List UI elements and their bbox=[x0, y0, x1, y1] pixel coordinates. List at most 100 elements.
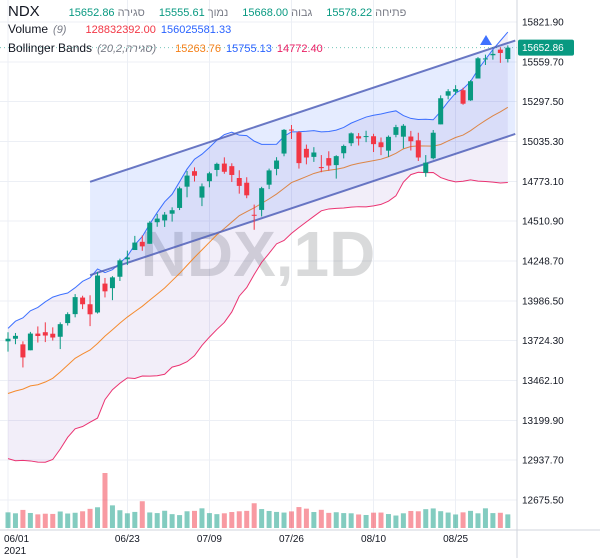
volume-bar bbox=[221, 513, 227, 528]
bollinger-bands bbox=[7, 31, 509, 463]
volume-bar bbox=[333, 512, 339, 528]
volume-bar bbox=[169, 514, 175, 528]
volume-bar bbox=[348, 513, 354, 528]
volume-value: 128832392.00 bbox=[85, 24, 156, 36]
bollinger-legend-row[interactable]: Bollinger Bands (20,2,סגירה) 15263.76 15… bbox=[8, 41, 415, 60]
volume-bar bbox=[147, 512, 153, 528]
price-tick-label: 13462.10 bbox=[522, 376, 564, 387]
candle-body bbox=[259, 188, 265, 210]
price-tick-label: 12937.70 bbox=[522, 456, 564, 467]
time-tick-label: 08/25 bbox=[443, 534, 468, 545]
volume-bar bbox=[65, 513, 71, 528]
price-tick-label: 13986.50 bbox=[522, 296, 564, 307]
volume-bar bbox=[482, 508, 488, 528]
volume-bar bbox=[124, 513, 130, 528]
candle-body bbox=[102, 283, 108, 292]
candle-body bbox=[430, 132, 436, 159]
candle-body bbox=[5, 338, 11, 342]
candle-body bbox=[65, 314, 71, 324]
volume-bar bbox=[184, 511, 190, 528]
volume-bar bbox=[251, 503, 257, 528]
low-value: 15555.61 bbox=[158, 7, 205, 19]
candle-body bbox=[109, 277, 115, 289]
candle-body bbox=[281, 129, 287, 154]
bollinger-upper-line bbox=[7, 31, 509, 329]
time-tick-label: 06/01 bbox=[4, 534, 29, 545]
candle-body bbox=[385, 136, 391, 151]
grid-lines bbox=[0, 0, 517, 530]
time-tick-label: 08/10 bbox=[361, 534, 386, 545]
drawing-marker-icon[interactable] bbox=[480, 35, 492, 45]
volume-bar bbox=[296, 507, 302, 528]
bollinger-fill bbox=[8, 32, 508, 463]
candle-body bbox=[139, 241, 145, 247]
price-axis[interactable] bbox=[517, 0, 600, 558]
time-axis[interactable] bbox=[0, 530, 600, 558]
volume-bar bbox=[5, 512, 11, 528]
volume-bar bbox=[288, 511, 294, 528]
volume-bar bbox=[303, 508, 309, 528]
volume-bar bbox=[102, 473, 108, 528]
volume-bar bbox=[453, 514, 459, 528]
candle-body bbox=[266, 170, 272, 185]
candle-body bbox=[124, 257, 130, 260]
time-tick-label: 07/26 bbox=[279, 534, 304, 545]
volume-bar bbox=[445, 512, 451, 528]
candle-body bbox=[57, 324, 63, 337]
candle-body bbox=[408, 136, 414, 142]
volume-bar bbox=[408, 510, 414, 528]
volume-bar bbox=[400, 513, 406, 528]
volume-bar bbox=[214, 514, 220, 528]
candle-body bbox=[192, 171, 197, 176]
ohlc-high-pair: 15668.00 גבוה bbox=[242, 7, 312, 19]
candle-body bbox=[184, 175, 190, 187]
volume-bar bbox=[363, 514, 369, 528]
channel-lower-line[interactable] bbox=[89, 133, 516, 277]
candle-body bbox=[80, 297, 86, 305]
volume-indicator-title: Volume bbox=[8, 22, 49, 36]
candle-body bbox=[415, 140, 421, 158]
candle-body bbox=[50, 333, 56, 338]
close-value: 15652.86 bbox=[68, 7, 115, 19]
bollinger-indicator-title: Bollinger Bands bbox=[8, 41, 93, 55]
close-label: סגירה bbox=[117, 7, 145, 19]
volume-bar bbox=[274, 511, 280, 528]
volume-indicator-param: (9) bbox=[53, 24, 67, 36]
bollinger-indicator-param: (20,2,סגירה) bbox=[97, 43, 157, 55]
volume-bar bbox=[281, 512, 287, 528]
candle-body bbox=[214, 163, 220, 170]
candle-body bbox=[400, 125, 406, 137]
volume-bar bbox=[35, 514, 41, 528]
volume-legend-row[interactable]: Volume (9) 128832392.00 156025581.33 bbox=[8, 22, 415, 41]
candle-body bbox=[169, 210, 175, 214]
volume-bar bbox=[490, 513, 496, 528]
candle-body bbox=[505, 47, 511, 60]
volume-bar bbox=[162, 510, 168, 528]
price-tick-label: 15821.90 bbox=[522, 18, 564, 29]
volume-bar bbox=[109, 505, 115, 528]
channel-upper-line[interactable] bbox=[89, 39, 516, 183]
volume-bar bbox=[50, 513, 56, 528]
volume-bar bbox=[341, 513, 347, 528]
volume-bar bbox=[12, 513, 18, 528]
symbol-legend-row[interactable]: NDX 15652.86 סגירה 15555.61 נמוך 15668.00 ג… bbox=[8, 3, 415, 22]
candle-body bbox=[27, 333, 33, 351]
candle-body bbox=[438, 98, 444, 125]
volume-bar bbox=[177, 515, 183, 528]
volume-bar bbox=[311, 512, 317, 528]
open-label: פתיחה bbox=[375, 7, 407, 19]
bollinger-basis-value: 15263.76 bbox=[175, 43, 222, 55]
open-value: 15578.22 bbox=[326, 7, 373, 19]
candle-body bbox=[497, 49, 503, 53]
high-label: גבוה bbox=[291, 7, 313, 19]
ohlc-close-pair: 15652.86 סגירה bbox=[69, 7, 145, 19]
symbol-title[interactable]: NDX bbox=[8, 3, 40, 20]
candle-body bbox=[117, 260, 123, 277]
candle-body bbox=[445, 91, 451, 96]
bollinger-lower-value: 14772.40 bbox=[276, 43, 323, 55]
price-tick-label: 12675.50 bbox=[522, 496, 564, 507]
parallel-channel-drawing[interactable] bbox=[89, 39, 516, 277]
volume-bar bbox=[199, 508, 205, 528]
